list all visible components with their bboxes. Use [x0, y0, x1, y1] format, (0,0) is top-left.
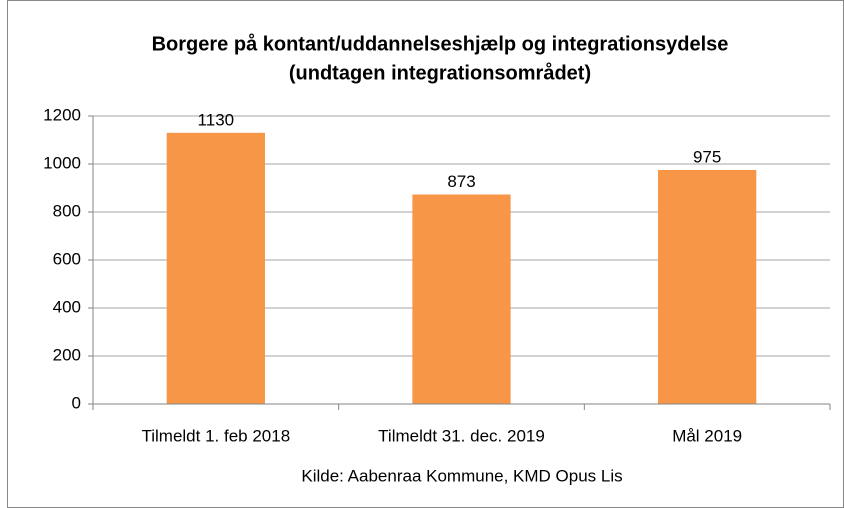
- y-tick-label: 800: [53, 201, 81, 220]
- bar: [412, 194, 511, 404]
- value-label: 1130: [198, 110, 235, 129]
- bar: [658, 170, 757, 404]
- x-tick-label: Tilmeldt 1. feb 2018: [141, 426, 290, 445]
- value-label: 975: [693, 147, 721, 166]
- y-tick-label: 1200: [43, 105, 81, 124]
- x-tick-label: Tilmeldt 31. dec. 2019: [378, 426, 545, 445]
- bar: [166, 132, 265, 405]
- x-tick-label: Mål 2019: [672, 426, 742, 445]
- y-tick-label: 600: [53, 249, 81, 268]
- y-tick-label: 1000: [43, 153, 81, 172]
- value-label: 873: [447, 172, 475, 191]
- y-tick-label: 400: [53, 297, 81, 316]
- y-tick-label: 0: [72, 393, 81, 412]
- chart-title: (undtagen integrationsområdet): [289, 61, 591, 84]
- chart-title: Borgere på kontant/uddannelseshjælp og i…: [152, 32, 729, 55]
- source-note: Kilde: Aabenraa Kommune, KMD Opus Lis: [301, 466, 622, 485]
- y-tick-label: 200: [53, 345, 81, 364]
